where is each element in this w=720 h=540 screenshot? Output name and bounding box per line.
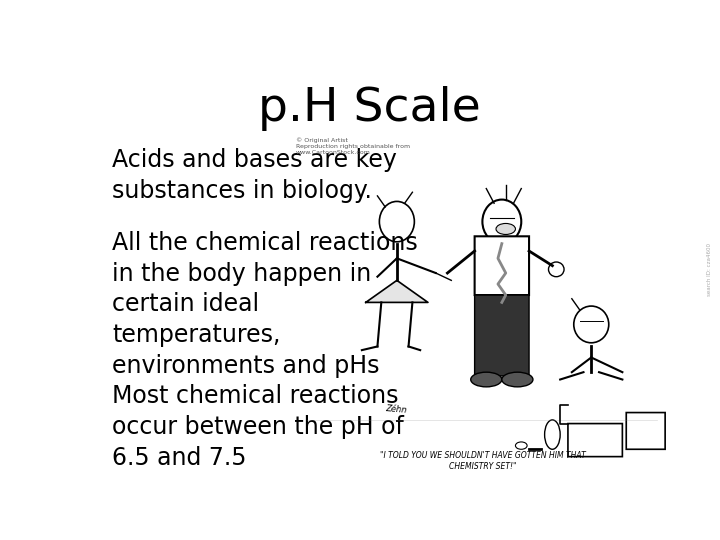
Text: p.H Scale: p.H Scale	[258, 85, 480, 131]
Ellipse shape	[502, 372, 533, 387]
Text: "I TOLD YOU WE SHOULDN'T HAVE GOTTEN HIM THAT
CHEMISTRY SET!": "I TOLD YOU WE SHOULDN'T HAVE GOTTEN HIM…	[379, 450, 585, 471]
Polygon shape	[366, 280, 428, 302]
FancyBboxPatch shape	[474, 237, 529, 295]
Text: Acids and bases are key
substances in biology.: Acids and bases are key substances in bi…	[112, 148, 397, 202]
Ellipse shape	[471, 372, 502, 387]
Text: All the chemical reactions
in the body happen in
certain ideal
temperatures,
env: All the chemical reactions in the body h…	[112, 231, 418, 470]
Text: © Original Artist
Reproduction rights obtainable from
www.CartoonStock.com: © Original Artist Reproduction rights ob…	[296, 137, 410, 155]
FancyBboxPatch shape	[474, 295, 529, 376]
Ellipse shape	[496, 224, 516, 234]
Text: search ID: cza4600: search ID: cza4600	[707, 244, 711, 296]
FancyBboxPatch shape	[626, 413, 665, 449]
FancyBboxPatch shape	[568, 423, 622, 457]
Text: Zéhn: Zéhn	[385, 404, 408, 415]
